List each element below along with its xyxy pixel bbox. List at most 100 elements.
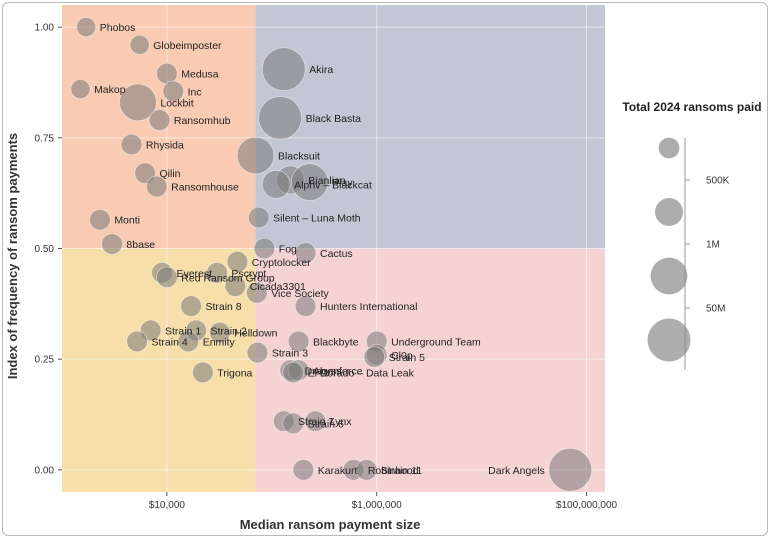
bubble-label: Phobos: [100, 22, 136, 34]
bubble: [247, 206, 270, 229]
bubbles: [70, 17, 593, 492]
bubble: [162, 80, 185, 103]
x-tick-label: $1,000,000: [352, 500, 402, 511]
bubble: [246, 341, 269, 364]
bubble-label: Qilin: [160, 168, 181, 180]
bubble: [253, 237, 276, 260]
bubble-label: Vice Society: [271, 288, 329, 300]
bubble: [180, 295, 202, 317]
bubble-label: Helldown: [234, 328, 277, 340]
bubble-labels: Phobos Globeimposter Makop Medusa IncLockbit…: [94, 22, 545, 477]
bubble-label: Makop: [94, 84, 126, 96]
bubble: [192, 361, 214, 384]
x-axis-title: Median ransom payment size: [240, 517, 421, 532]
bubble-label: Black Basta: [306, 113, 362, 125]
quadrant-backgrounds: [62, 5, 605, 492]
bubble: [177, 330, 200, 353]
bubble-label: Bianlian: [308, 175, 346, 187]
legend-label: 50M: [706, 304, 725, 315]
legend-bubble: [647, 318, 691, 362]
bubble-label: Ransomhub: [174, 115, 231, 127]
bubble-label: Fog: [279, 244, 297, 256]
bubble: [76, 17, 97, 38]
bubble: [120, 133, 143, 156]
bubble: [101, 233, 123, 255]
bubble: [287, 330, 310, 353]
bubble-label: Ransomhouse: [171, 182, 239, 194]
legend-label: 500K: [706, 176, 730, 187]
bubble: [292, 459, 315, 481]
bubble-label: Everest: [176, 268, 212, 280]
bubble: [148, 109, 171, 131]
bubble-label: Strain 3: [272, 348, 308, 360]
bubble-label: El Dorado – Data Leak: [308, 367, 415, 379]
y-axis-title: Index of frequency of ransom payments: [5, 133, 20, 379]
y-tick-label: 0.25: [35, 355, 55, 366]
bubble-label: Play: [332, 177, 353, 189]
bubble-label: Inc: [188, 86, 202, 98]
bubble: [258, 96, 302, 140]
bubble-label: Pscrypt: [231, 268, 266, 280]
bubble-label: Strain 8: [205, 301, 241, 313]
bubble-label: Rhysida: [146, 139, 184, 151]
quadrant-bottom-right: [255, 248, 605, 492]
legend-bubble: [650, 257, 688, 295]
legend-label: 1M: [706, 240, 720, 251]
bubble-label: Abyss: [313, 365, 342, 377]
bubble-label: Lockbit: [160, 97, 193, 109]
x-tick-label: $100,000,000: [556, 500, 618, 511]
bubble: [224, 275, 247, 297]
bubble: [119, 83, 157, 122]
bubble-label: Strain 4: [151, 336, 187, 348]
bubble-label: Monti: [114, 215, 140, 227]
bubble-label: Akira: [309, 64, 333, 76]
quadrant-bottom-left: [62, 248, 256, 492]
bubble-label: Red Ransom Group: [181, 272, 275, 284]
bubble: [363, 346, 386, 368]
bubble: [156, 266, 178, 289]
y-axis-ticks: 0.00 0.25 0.50 0.75 1.00: [35, 23, 62, 476]
bubble: [294, 295, 317, 317]
legend-title: Total 2024 ransoms paid: [622, 100, 761, 114]
bubble: [236, 136, 275, 175]
bubble-label: Blacksuit: [278, 151, 320, 163]
bubble: [282, 412, 304, 435]
bubble: [209, 321, 231, 344]
x-tick-label: $10,000: [149, 500, 186, 511]
bubble-label: Lynx: [330, 416, 353, 428]
bubble: [548, 447, 593, 492]
bubble: [246, 281, 268, 304]
bubble-label: Hunters International: [320, 301, 417, 313]
y-tick-label: 0.00: [35, 465, 55, 476]
bubble-label: Trigona: [217, 367, 252, 379]
bubble-label: Cl0p: [391, 350, 413, 362]
bubble: [206, 262, 228, 284]
bubble-label: Robinhood: [368, 465, 419, 477]
size-legend: Total 2024 ransoms paid 500K 1M 50M: [622, 100, 762, 370]
bubble: [282, 361, 304, 384]
bubble-label: Alphv – Blackcat: [294, 179, 372, 191]
bubble: [145, 175, 168, 198]
bubble-label: Strain 11: [381, 465, 422, 477]
bubble-label: Cryptolocker: [252, 257, 311, 269]
bubble: [226, 251, 249, 273]
bubble: [261, 169, 291, 199]
legend-bubble: [658, 137, 680, 159]
bubble-label: Cactus: [320, 248, 353, 260]
quadrant-top-right: [255, 5, 605, 249]
bubble-label: Medusa: [181, 69, 219, 81]
bubble-label: Dark Angels: [488, 465, 545, 477]
bubble-label: Cicada3301: [250, 281, 306, 293]
bubble-label: Dragonforce: [305, 365, 363, 377]
legend-bubble: [655, 198, 683, 226]
bubble-label: Strain 1: [165, 325, 201, 337]
bubble: [290, 163, 329, 201]
bubble-label: Karakurt: [318, 465, 358, 477]
bubble-label: Strain 6: [308, 418, 344, 430]
y-tick-label: 0.75: [35, 133, 55, 144]
bubble-label: Globeimposter: [153, 40, 222, 52]
bubble: [70, 79, 91, 100]
bubble: [126, 330, 148, 353]
y-tick-label: 1.00: [35, 23, 55, 34]
